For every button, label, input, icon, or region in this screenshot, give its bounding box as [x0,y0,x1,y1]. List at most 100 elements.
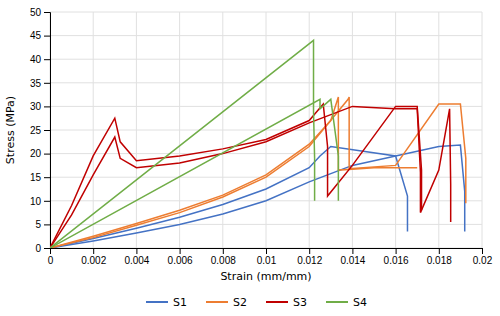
y-tick-mark [44,201,50,202]
y-tick: 35 [30,78,50,89]
x-tick-mark [352,248,353,254]
y-tick-mark [44,12,50,13]
y-tick: 45 [30,30,50,41]
x-tick: 0.006 [168,248,193,266]
legend-label: S1 [173,296,187,309]
x-tick-mark [266,248,267,254]
y-tick: 20 [30,148,50,159]
grid [50,12,482,248]
grid-line-y [50,224,482,225]
y-tick-mark [44,36,50,37]
x-tick-label: 0.004 [124,255,149,266]
x-axis-line [51,249,483,255]
legend-item: S1 [146,296,187,309]
y-tick-label: 0 [35,243,41,254]
y-tick-mark [44,177,50,178]
legend: S1 S2 S3 S4 [146,296,367,309]
x-tick-label: 0 [48,255,54,266]
x-tick-label: 0.014 [340,255,365,266]
y-tick: 15 [30,172,50,183]
grid-line-y [50,35,482,36]
x-tick-label: 0.008 [211,255,236,266]
x-tick-mark [93,248,94,254]
x-tick-label: 0.01 [257,255,277,266]
y-tick-label: 10 [30,196,42,207]
x-tick-mark [439,248,440,254]
legend-item: S2 [206,296,247,309]
y-tick: 0 [35,243,50,254]
chart-svg: 0 0.002 0.004 0.006 0.008 0.01 0.012 0.014 0.016… [0,0,500,316]
x-tick-mark [136,248,137,254]
x-tick: 0.004 [124,248,149,266]
y-tick-mark [44,224,50,225]
x-tick: 0.012 [297,248,322,266]
legend-swatch [206,301,228,303]
x-tick-mark [482,248,483,254]
x-tick-label: 0.018 [427,255,452,266]
y-tick-label: 35 [30,78,42,89]
series-line [50,97,417,248]
series-line [50,106,451,248]
x-tick: 0.014 [340,248,365,266]
y-axis: 0 5 10 15 20 25 30 35 40 45 50 [30,7,51,254]
legend-item: S4 [326,296,367,309]
x-axis: 0 0.002 0.004 0.006 0.008 0.01 0.012 0.014 0.016… [48,248,493,266]
legend-swatch [326,301,348,303]
series-line [50,40,315,248]
x-tick-mark [180,248,181,254]
legend-swatch [266,301,288,303]
x-tick-mark [309,248,310,254]
y-tick-mark [44,154,50,155]
x-tick: 0.016 [384,248,409,266]
x-axis-title: Strain (mm/mm) [220,270,311,283]
plot: 0 0.002 0.004 0.006 0.008 0.01 0.012 0.014 0.016… [30,7,493,266]
legend-label: S3 [293,296,307,309]
y-tick-label: 20 [30,148,42,159]
series-line [50,97,466,248]
legend-label: S2 [233,296,247,309]
y-tick-mark [44,130,50,131]
x-tick-mark [396,248,397,254]
y-axis-title: Stress (MPa) [4,96,17,164]
grid-line-y [50,153,482,154]
x-tick-label: 0.02 [473,255,493,266]
y-tick-mark [44,106,50,107]
y-tick-label: 15 [30,172,42,183]
y-tick: 25 [30,125,50,136]
series-line [50,104,422,248]
y-tick-label: 50 [30,7,42,18]
grid-line-y [50,12,482,13]
y-tick-label: 40 [30,54,42,65]
legend-item: S3 [266,296,307,309]
x-tick-label: 0.002 [81,255,106,266]
y-axis-line [44,13,51,249]
x-tick: 0 [48,248,54,266]
series-line [50,99,338,248]
y-tick: 10 [30,196,50,207]
x-tick-label: 0.016 [384,255,409,266]
lines [50,40,466,248]
x-tick-mark [223,248,224,254]
x-tick-label: 0.006 [168,255,193,266]
y-tick-label: 5 [35,219,41,230]
x-tick: 0.008 [211,248,236,266]
chart-container: 0 0.002 0.004 0.006 0.008 0.01 0.012 0.014 0.016… [0,0,500,316]
y-tick-mark [44,83,50,84]
x-tick: 0.018 [427,248,452,266]
grid-line-y [50,82,482,83]
legend-swatch [146,301,168,303]
legend-label: S4 [353,296,367,309]
x-tick: 0.002 [81,248,106,266]
y-tick-label: 25 [30,125,42,136]
y-tick-mark [44,248,50,249]
y-tick-mark [44,59,50,60]
grid-line-y [50,59,482,60]
y-tick: 40 [30,54,50,65]
y-tick-label: 45 [30,30,42,41]
y-tick: 30 [30,101,50,112]
x-tick: 0.01 [257,248,277,266]
y-tick: 50 [30,7,50,18]
x-tick-label: 0.012 [297,255,322,266]
y-tick: 5 [35,219,50,230]
y-tick-label: 30 [30,101,42,112]
